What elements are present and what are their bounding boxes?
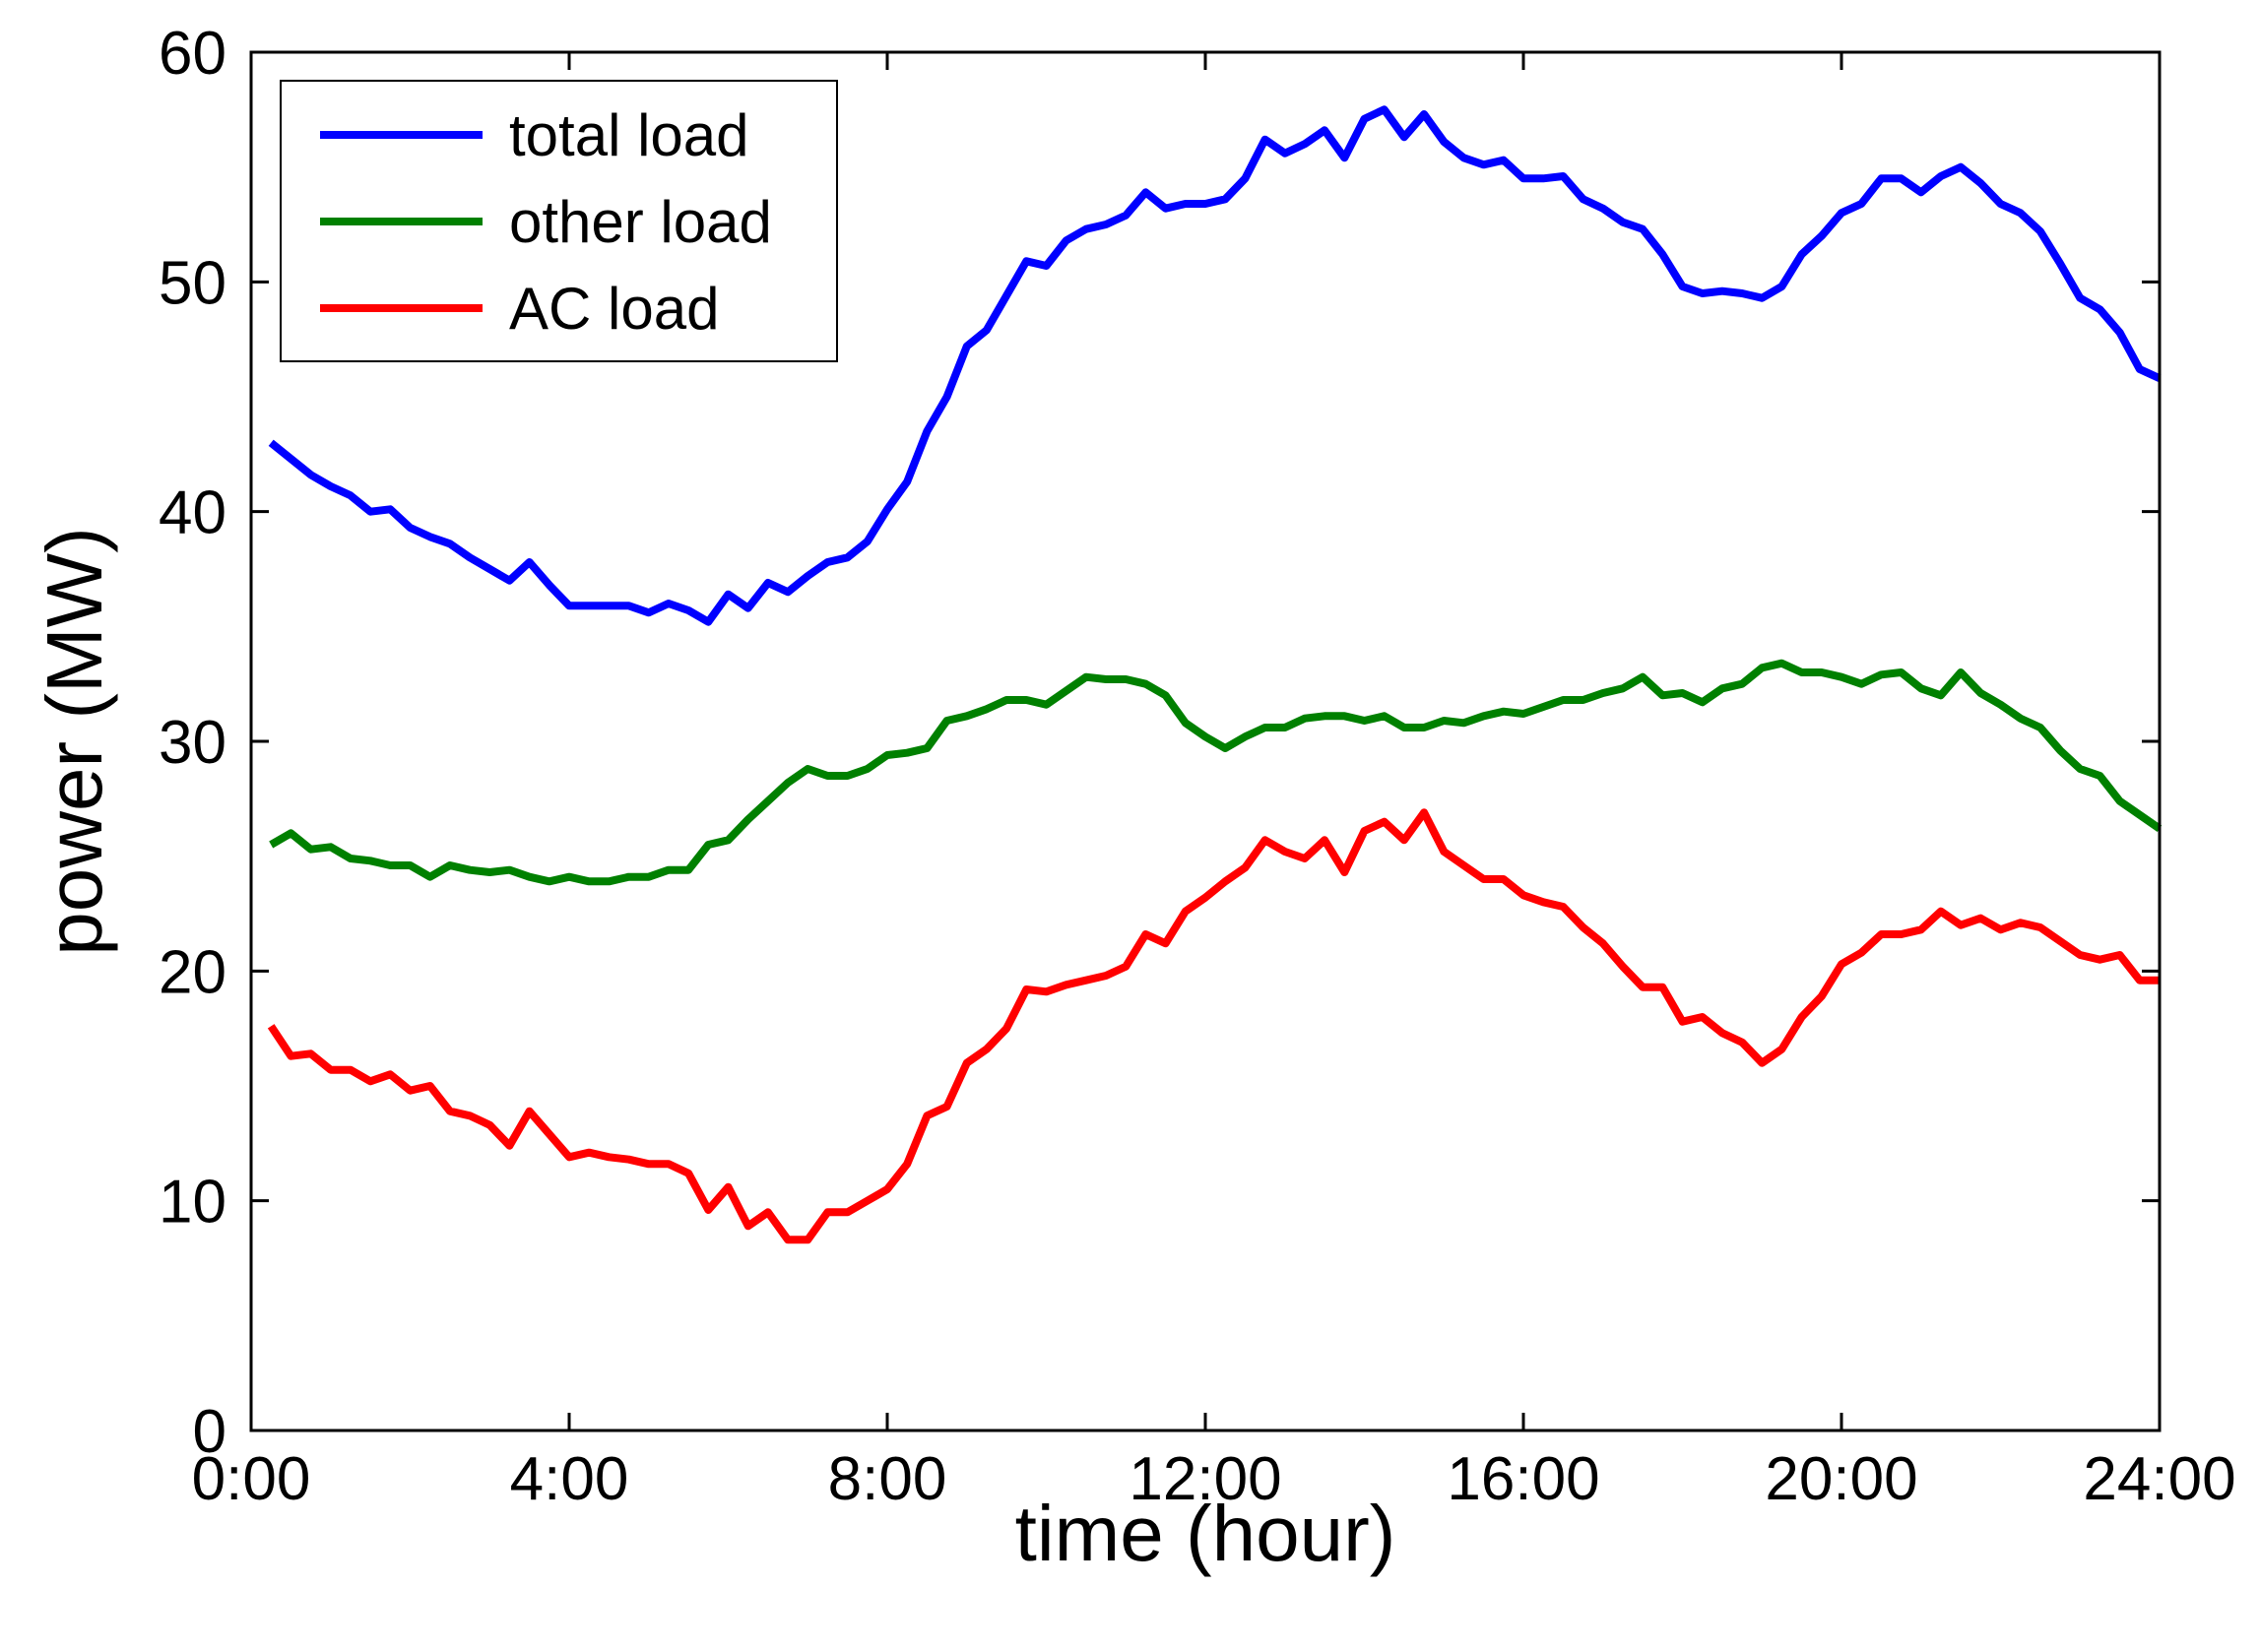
y-tick-label: 30 <box>159 709 226 777</box>
legend: total load other load AC load <box>280 80 838 362</box>
y-tick-label: 40 <box>159 479 226 547</box>
y-tick-label: 60 <box>159 20 226 88</box>
x-tick-label: 24:00 <box>2083 1445 2235 1513</box>
y-tick-label: 50 <box>159 249 226 317</box>
x-tick-label: 8:00 <box>828 1445 947 1513</box>
series-line-total-load <box>268 105 2162 626</box>
y-tick-label: 20 <box>159 938 226 1006</box>
series-lines <box>267 105 2163 1244</box>
x-tick-label: 0:00 <box>192 1445 311 1513</box>
y-tick-label: 0 <box>193 1398 226 1466</box>
x-tick-label: 20:00 <box>1765 1445 1917 1513</box>
legend-label: AC load <box>509 276 719 342</box>
y-axis-title: power (MW) <box>31 527 118 956</box>
axis-tick-labels: 0:00 4:00 8:00 12:00 16:00 20:00 24:00 0 10 20 30 4… <box>159 20 2236 1513</box>
legend-label: total load <box>509 102 749 168</box>
y-tick-label: 10 <box>159 1169 226 1237</box>
x-axis-title: time (hour) <box>1015 1490 1396 1577</box>
x-tick-label: 16:00 <box>1447 1445 1599 1513</box>
x-tick-label: 4:00 <box>510 1445 629 1513</box>
series-line-other-load <box>269 659 2163 886</box>
series-line-ac-load <box>267 808 2160 1244</box>
legend-label: other load <box>509 189 772 255</box>
x-tick-label: 12:00 <box>1129 1445 1281 1513</box>
axis-ticks <box>249 50 2162 1432</box>
